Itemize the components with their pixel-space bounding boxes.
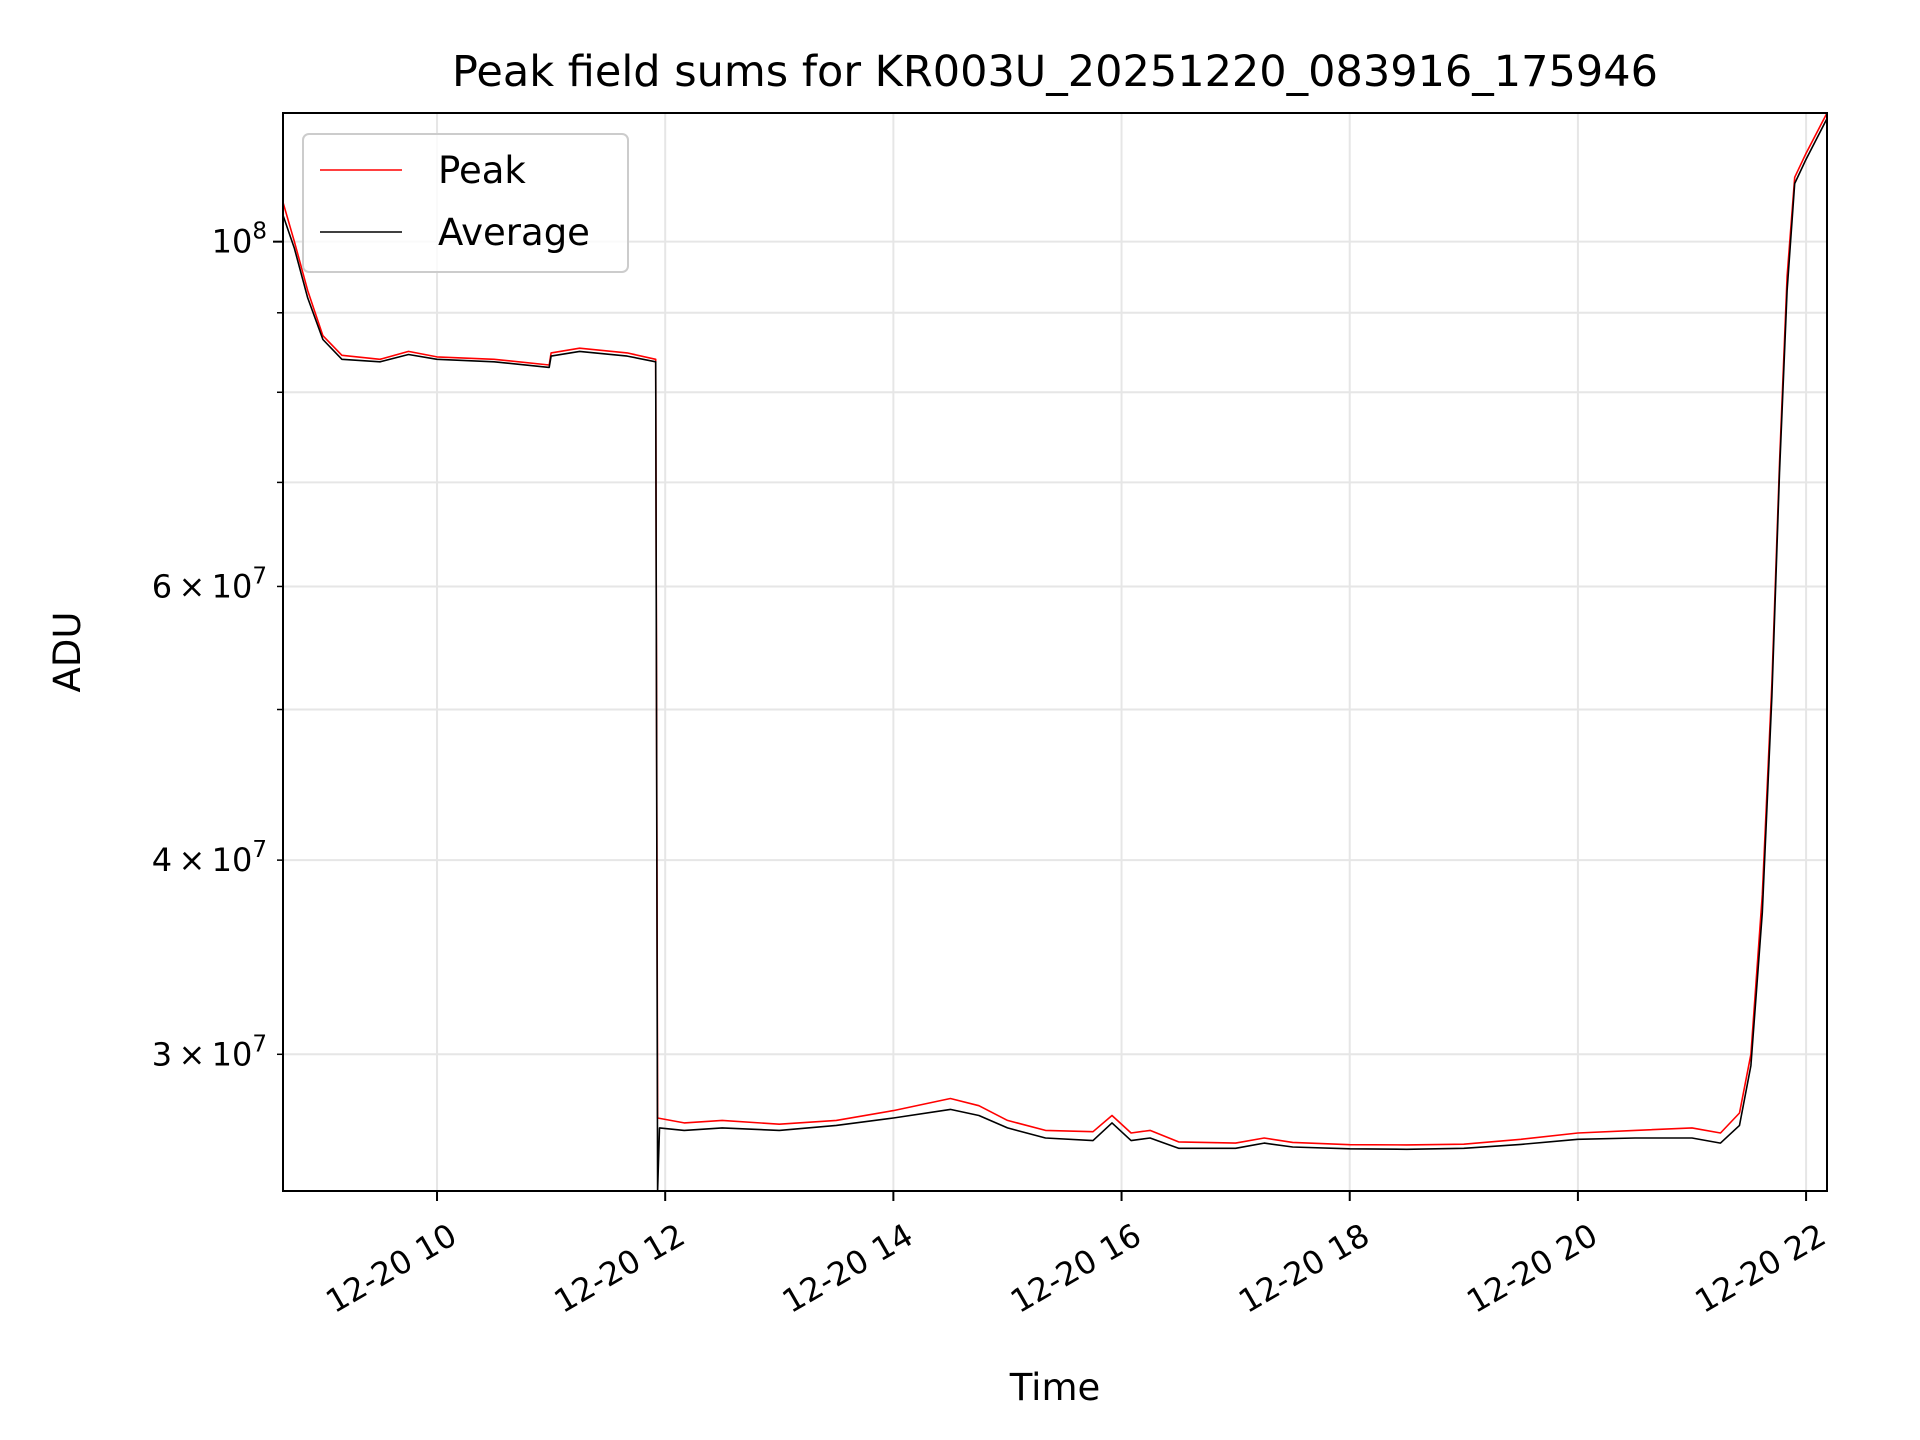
plot-area xyxy=(283,113,1827,1191)
x-axis-label: Time xyxy=(1009,1366,1101,1409)
plot-frame xyxy=(282,112,1828,1192)
legend-label-peak: Peak xyxy=(438,149,526,192)
y-tick-label: 3 × 107 xyxy=(152,1031,267,1073)
y-tick-label: 108 xyxy=(212,219,267,261)
chart-title: Peak field sums for KR003U_20251220_0839… xyxy=(452,47,1658,97)
legend: Peak Average xyxy=(302,133,629,273)
y-tick-label: 6 × 107 xyxy=(152,563,267,605)
legend-box xyxy=(302,133,629,273)
series-line-peak xyxy=(283,113,1827,1146)
series-line-average xyxy=(283,118,1827,1191)
series-layer xyxy=(283,113,1827,1191)
grid xyxy=(283,113,1827,1191)
y-axis: 3 × 107 4 × 107 6 × 107 108 xyxy=(152,219,283,1073)
legend-label-average: Average xyxy=(438,211,590,254)
y-tick-label: 4 × 107 xyxy=(152,837,267,879)
y-axis-label: ADU xyxy=(46,612,89,693)
